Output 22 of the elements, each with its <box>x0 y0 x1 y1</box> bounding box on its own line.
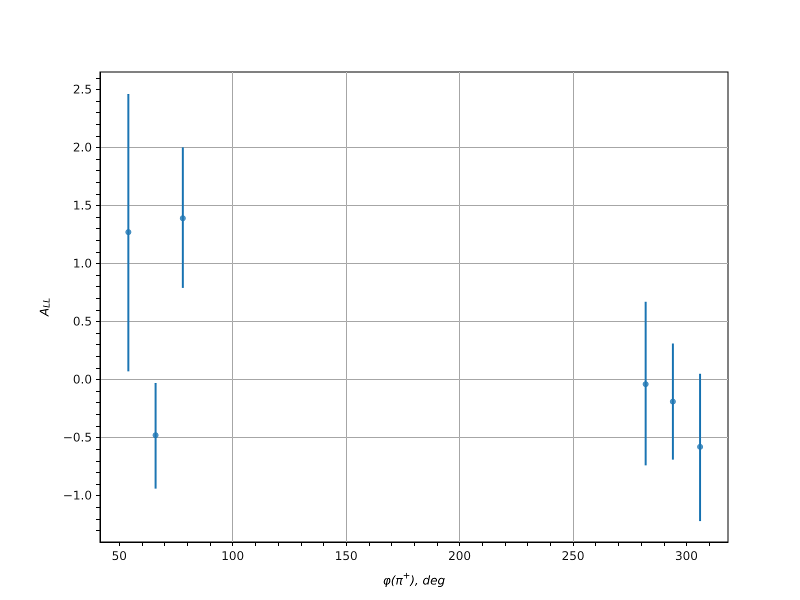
y-tick-label: 2.0 <box>72 140 92 154</box>
x-tick-label: 250 <box>562 549 584 563</box>
x-axis-title: φ(π+), deg <box>382 572 446 588</box>
y-tick-label: −1.0 <box>62 488 92 503</box>
y-tick-label: 2.5 <box>72 82 92 96</box>
y-tick-label: −0.5 <box>62 430 92 445</box>
x-tick-label: 200 <box>448 549 472 563</box>
y-tick-label: 1.0 <box>72 256 92 270</box>
y-tick-label: 1.5 <box>72 198 92 212</box>
y-tick-label: 0.0 <box>72 372 92 387</box>
x-tick-label: 300 <box>675 549 698 563</box>
x-tick-label: 150 <box>334 549 358 563</box>
point <box>125 229 132 236</box>
point <box>670 398 676 405</box>
y-tick-label: 0.5 <box>72 314 92 329</box>
point <box>642 381 649 388</box>
x-tick-label: 100 <box>221 549 244 563</box>
point <box>180 215 186 222</box>
point <box>697 444 704 450</box>
x-tick-label: 50 <box>112 549 127 563</box>
point <box>152 432 159 438</box>
y-axis-title: ALL <box>37 298 52 318</box>
